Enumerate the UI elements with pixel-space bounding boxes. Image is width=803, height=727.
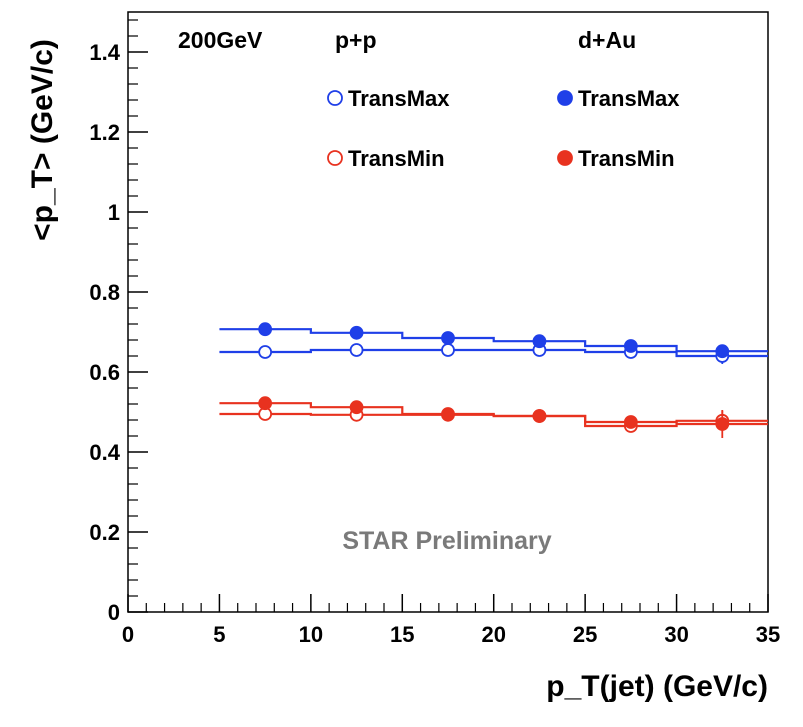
data-point [258,322,273,337]
data-point [258,396,273,411]
y-tick-label: 0.4 [89,440,120,465]
legend-marker [327,150,343,166]
legend-marker [327,90,343,106]
data-point [349,343,364,357]
x-tick-label: 5 [213,622,225,647]
y-axis: 0 0.2 0.4 0.6 0.8 1 1.2 1.4 [89,19,148,625]
series-layer [219,322,768,438]
series-pp-transmin [219,407,768,433]
x-tick-label: 10 [299,622,323,647]
legend-entry: TransMin [327,146,445,171]
series-step-line [219,328,768,353]
x-tick-label: 25 [573,622,597,647]
y-tick-label: 1 [108,200,120,225]
series-dau-transmin [219,396,768,438]
x-tick-label: 0 [122,622,134,647]
header-pp: p+p [335,27,377,53]
x-tick-label: 20 [481,622,505,647]
legend-label: TransMax [348,86,450,111]
header-dau: d+Au [578,27,636,53]
y-tick-label: 1.2 [89,120,120,145]
series-pp-transmax [219,343,768,364]
legend-label: TransMax [578,86,680,111]
data-point [715,344,730,359]
legend-entry: TransMin [557,146,675,171]
data-point [441,407,455,421]
y-axis-title: <p_T> (GeV/c) [26,39,59,241]
data-point [532,334,547,349]
legend-entry: TransMax [557,86,680,111]
y-tick-label: 0.2 [89,520,120,545]
data-point [441,343,455,357]
legend-label: TransMin [348,146,445,171]
legend: TransMax TransMax TransMin TransMin [327,86,680,171]
data-point [715,417,730,431]
x-tick-label: 15 [390,622,414,647]
y-tick-label: 0 [108,600,120,625]
legend-marker [557,90,573,106]
series-dau-transmax [219,322,768,359]
data-point [258,345,273,359]
data-point [623,339,638,353]
x-axis-title: p_T(jet) (GeV/c) [546,670,768,703]
star-preliminary-annotation: STAR Preliminary [342,527,551,555]
data-point [532,409,547,423]
header-energy: 200GeV [178,27,263,53]
data-point [623,415,638,429]
x-tick-label: 35 [756,622,780,647]
data-point [349,400,364,415]
plot-frame [127,11,769,613]
x-axis: 0 5 10 15 20 25 30 35 [122,594,780,647]
x-tick-label: 30 [664,622,688,647]
legend-label: TransMin [578,146,675,171]
data-point [349,325,364,340]
y-tick-label: 1.4 [89,40,120,65]
y-tick-label: 0.6 [89,360,120,385]
series-step-line [219,402,768,426]
legend-marker [557,150,573,166]
legend-entry: TransMax [327,86,450,111]
data-point [441,331,455,345]
y-tick-label: 0.8 [89,280,120,305]
